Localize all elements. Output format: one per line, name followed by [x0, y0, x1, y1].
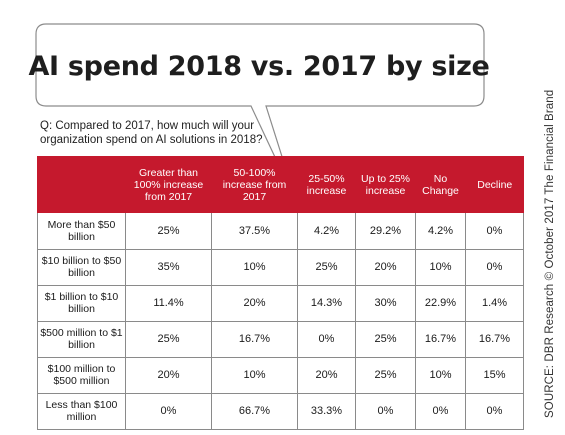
column-header: 50-100% increase from 2017: [211, 156, 298, 213]
table-row: $500 million to $1 billion 25% 16.7% 0% 25% 1…: [37, 320, 524, 358]
table-row: $1 billion to $10 billion 11.4% 20% 14.3% 30…: [37, 284, 524, 322]
table-cell: 0%: [297, 320, 356, 358]
row-label: $1 billion to $10 billion: [37, 284, 126, 322]
table-cell: 4.2%: [415, 213, 466, 250]
row-label: More than $50 billion: [37, 213, 126, 250]
table-row: More than $50 billion 25% 37.5% 4.2% 29.2% 4.…: [37, 213, 524, 250]
table-cell: 25%: [297, 248, 356, 286]
table-cell: 35%: [125, 248, 212, 286]
table-cell: 0%: [125, 392, 212, 430]
table-cell: 16.7%: [211, 320, 298, 358]
column-header: Up to 25% increase: [355, 156, 416, 213]
chart-title: AI spend 2018 vs. 2017 by size: [28, 50, 490, 82]
table-cell: 22.9%: [415, 284, 466, 322]
table-row: $100 million to $500 million 20% 10% 20% 25%…: [37, 356, 524, 394]
table-cell: 1.4%: [465, 284, 524, 322]
table-cell: 20%: [211, 284, 298, 322]
table-row: $10 billion to $50 billion 35% 10% 25% 20% 10…: [37, 248, 524, 286]
column-header: No Change: [415, 156, 466, 213]
table-cell: 20%: [125, 356, 212, 394]
table-cell: 10%: [211, 356, 298, 394]
table-body: More than $50 billion 25% 37.5% 4.2% 29.2% 4.…: [37, 213, 524, 430]
row-label: $500 million to $1 billion: [37, 320, 126, 358]
table-cell: 33.3%: [297, 392, 356, 430]
table-cell: 25%: [125, 213, 212, 250]
table-cell: 16.7%: [465, 320, 524, 358]
table-cell: 10%: [415, 248, 466, 286]
table-cell: 66.7%: [211, 392, 298, 430]
table-cell: 25%: [125, 320, 212, 358]
table-cell: 0%: [415, 392, 466, 430]
column-header: 25-50% increase: [297, 156, 356, 213]
table-row: Less than $100 million 0% 66.7% 33.3% 0% 0% 0%: [37, 392, 524, 430]
table-cell: 10%: [211, 248, 298, 286]
table-cell: 25%: [355, 320, 416, 358]
table-cell: 30%: [355, 284, 416, 322]
table-cell: 29.2%: [355, 213, 416, 250]
row-label: $100 million to $500 million: [37, 356, 126, 394]
table-cell: 20%: [297, 356, 356, 394]
table-cell: 0%: [465, 248, 524, 286]
row-label: Less than $100 million: [37, 392, 126, 430]
table-cell: 0%: [465, 213, 524, 250]
table-cell: 11.4%: [125, 284, 212, 322]
table-cell: 16.7%: [415, 320, 466, 358]
column-header: Decline: [465, 156, 524, 213]
table-cell: 15%: [465, 356, 524, 394]
table-cell: 14.3%: [297, 284, 356, 322]
table-cell: 20%: [355, 248, 416, 286]
column-header: Greater than 100% increase from 2017: [125, 156, 212, 213]
table-cell: 4.2%: [297, 213, 356, 250]
table-cell: 37.5%: [211, 213, 298, 250]
table-cell: 10%: [415, 356, 466, 394]
header-corner: [37, 156, 126, 213]
survey-question: Q: Compared to 2017, how much will your …: [40, 120, 263, 146]
table-cell: 25%: [355, 356, 416, 394]
row-label: $10 billion to $50 billion: [37, 248, 126, 286]
table-cell: 0%: [355, 392, 416, 430]
data-table: Greater than 100% increase from 2017 50-1…: [37, 156, 524, 430]
source-credit: SOURCE: DBR Research © October 2017 The …: [544, 89, 556, 418]
header-row: Greater than 100% increase from 2017 50-1…: [37, 156, 524, 213]
table-cell: 0%: [465, 392, 524, 430]
